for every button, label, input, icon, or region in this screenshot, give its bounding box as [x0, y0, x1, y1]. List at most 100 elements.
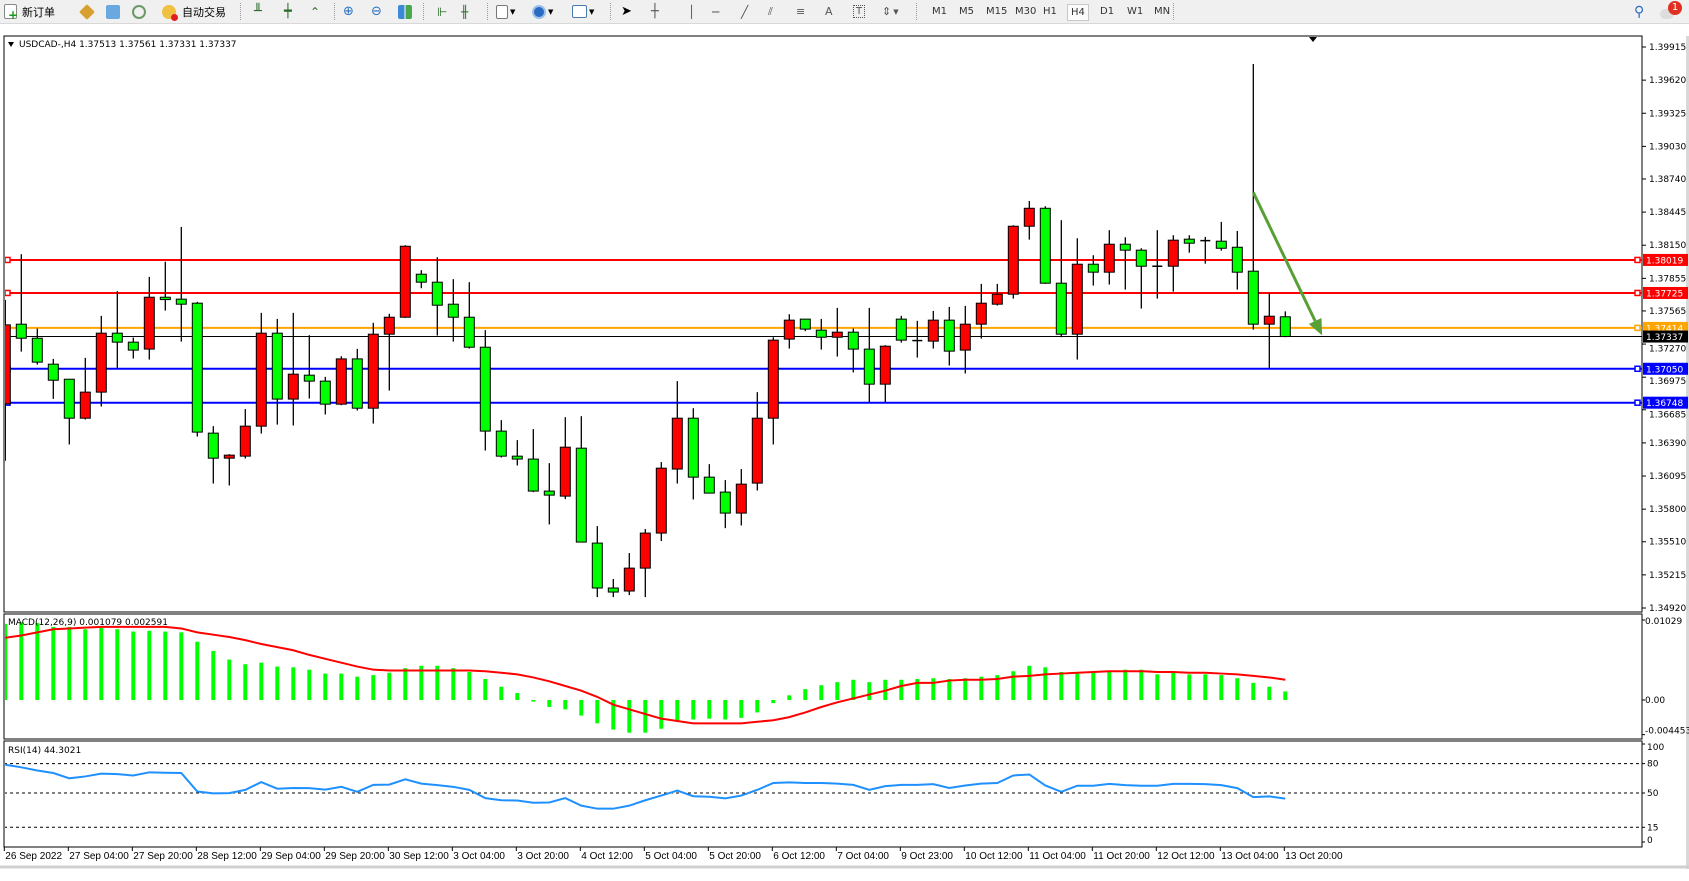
new-order-button[interactable]: + 新订单: [4, 3, 55, 21]
price-tag: [1643, 396, 1688, 409]
macd-histogram-bar: [947, 679, 952, 700]
candle: [1200, 236, 1211, 264]
macd-pane[interactable]: [3, 613, 1643, 740]
candle: [1152, 230, 1163, 299]
line-handle-right[interactable]: [1634, 256, 1641, 264]
candle: [703, 464, 715, 494]
price-axis-label: 1.36390: [1649, 439, 1686, 449]
macd-histogram-bar: [1283, 691, 1288, 700]
candlestick-button[interactable]: ┿: [284, 3, 292, 20]
main-chart-pane[interactable]: [3, 35, 1643, 613]
candle-body: [735, 483, 747, 514]
price-axis-label: 1.35510: [1649, 538, 1686, 548]
timeframe-m5[interactable]: M5: [959, 6, 974, 17]
candle-body: [463, 316, 475, 348]
candle: [399, 245, 411, 318]
zoom-out-button[interactable]: ⊖: [371, 3, 382, 20]
candle-body: [623, 567, 635, 592]
zoom-in-button[interactable]: ⊕: [343, 3, 354, 20]
periods-button[interactable]: ▼: [532, 3, 553, 20]
candle: [1231, 230, 1243, 290]
macd-histogram-bar: [355, 676, 360, 700]
tile-windows-button[interactable]: [398, 3, 412, 20]
timeframe-mn[interactable]: MN: [1154, 6, 1171, 17]
line-handle-right[interactable]: [1634, 399, 1641, 406]
notifications-button[interactable]: 1: [1660, 1, 1682, 19]
macd-histogram-bar: [803, 689, 808, 700]
candle-body: [31, 337, 43, 363]
timeframe-m15[interactable]: M15: [986, 6, 1008, 17]
macd-histogram-bar: [1251, 682, 1256, 700]
candle-body: [5, 324, 11, 405]
macd-histogram-bar: [851, 679, 856, 700]
candle-body: [927, 319, 939, 342]
tile-windows-icon: [398, 4, 412, 19]
line-handle-left[interactable]: [5, 289, 11, 297]
macd-histogram-bar: [1027, 665, 1032, 700]
candle-body: [559, 446, 571, 497]
indicators-button[interactable]: ▼: [496, 3, 515, 20]
candle-body: [1279, 316, 1291, 338]
candle-body: [543, 490, 555, 496]
dropdown-arrow-icon: ▼: [510, 7, 516, 16]
timeframe-m30[interactable]: M30: [1015, 6, 1037, 17]
timeframe-w1[interactable]: W1: [1127, 6, 1144, 17]
templates-button[interactable]: ▼: [572, 3, 594, 20]
candle-body: [255, 332, 267, 427]
candle-body: [415, 273, 427, 283]
chart-canvas[interactable]: USDCAD-,H4 1.37513 1.37561 1.37331 1.373…: [0, 24, 1689, 881]
rsi-axis-label: 80: [1647, 760, 1659, 770]
macd-histogram-bar: [291, 667, 296, 700]
macd-histogram-bar: [691, 700, 696, 720]
line-chart-button[interactable]: ⌃: [310, 3, 320, 20]
crosshair-button[interactable]: ┼: [651, 3, 659, 20]
cursor-button[interactable]: ➤: [621, 3, 632, 20]
bar-chart-button[interactable]: ╨: [254, 3, 262, 20]
equidistant-channel-button[interactable]: ⫽: [768, 3, 773, 20]
search-button[interactable]: ⚲: [1634, 3, 1644, 20]
arrows-button[interactable]: ⇕ ▼: [882, 3, 899, 20]
trendline-button[interactable]: ╱: [741, 3, 748, 20]
symbol-dropdown-icon[interactable]: [8, 42, 14, 47]
timeframe-d1[interactable]: D1: [1100, 6, 1115, 17]
vertical-line-button[interactable]: │: [688, 3, 695, 20]
candle: [175, 226, 187, 342]
timeframe-h4[interactable]: H4: [1067, 4, 1089, 21]
macd-histogram-bar: [963, 678, 968, 700]
macd-signal-line: [5, 625, 1286, 725]
candle-body: [831, 331, 843, 338]
fibonacci-button[interactable]: ≡: [796, 3, 805, 20]
macd-histogram-bar: [163, 631, 168, 700]
text-label-button[interactable]: T: [853, 3, 866, 20]
auto-trading-button[interactable]: 自动交易: [162, 3, 226, 21]
candle-body: [63, 378, 75, 419]
chart-shift-button[interactable]: ⊩: [437, 3, 447, 20]
macd-histogram-bar: [339, 673, 344, 700]
signals-button[interactable]: [132, 3, 146, 20]
price-tag-label: 1.37414: [1646, 324, 1683, 334]
line-handle-left[interactable]: [5, 256, 11, 264]
chat-bubble-icon: [1660, 8, 1674, 19]
line-handle-right[interactable]: [1634, 289, 1641, 297]
line-handle-right[interactable]: [1634, 365, 1641, 373]
symbol-header: USDCAD-,H4 1.37513 1.37561 1.37331 1.373…: [19, 40, 237, 50]
text-tool-button[interactable]: A: [825, 3, 833, 20]
candle: [191, 301, 203, 437]
trend-arrow-head-icon[interactable]: [1308, 317, 1323, 336]
market-watch-button[interactable]: [79, 3, 95, 20]
macd-histogram-bar: [659, 700, 664, 729]
timeframe-h1[interactable]: H1: [1043, 6, 1057, 17]
rsi-pane[interactable]: [3, 740, 1643, 848]
crosshair-icon: ┼: [651, 4, 659, 19]
horizontal-line-button[interactable]: ─: [712, 3, 719, 20]
timeframe-m1[interactable]: M1: [932, 6, 947, 17]
candle: [223, 454, 235, 486]
macd-histogram-bar: [627, 700, 632, 733]
line-handle-right[interactable]: [1634, 324, 1641, 332]
autoscroll-button[interactable]: ╫: [461, 3, 468, 20]
chart-shift-marker-icon[interactable]: [1309, 37, 1317, 42]
candle-body: [303, 374, 315, 382]
data-window-button[interactable]: [106, 3, 120, 20]
trend-arrow-shaft[interactable]: [1251, 191, 1317, 322]
candle: [543, 463, 555, 525]
